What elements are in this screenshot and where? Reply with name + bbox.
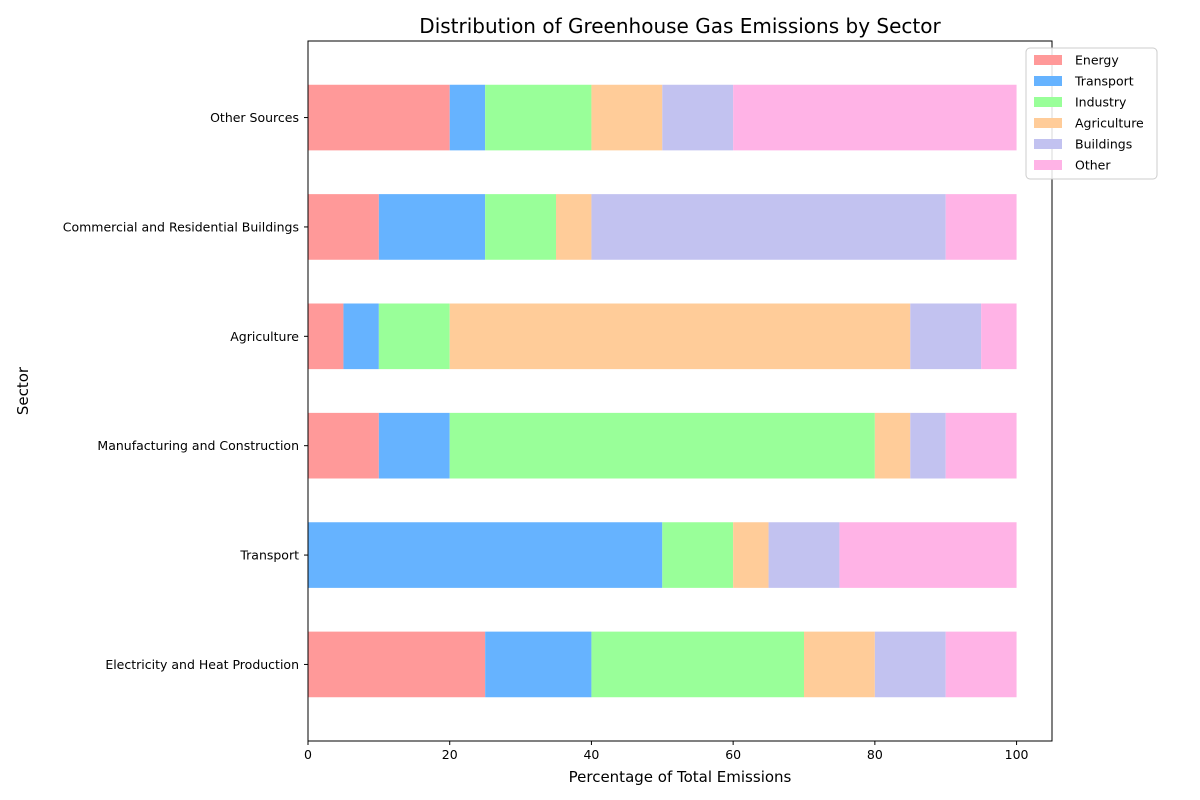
bar-transport-industry	[662, 522, 734, 588]
bar-commercial-and-residential-buildings-energy	[308, 194, 379, 260]
x-tick-label: 80	[867, 747, 883, 762]
bar-transport-other	[839, 522, 1017, 588]
x-tick-label: 40	[583, 747, 599, 762]
bar-electricity-and-heat-production-industry	[591, 631, 804, 698]
bar-manufacturing-and-construction-energy	[308, 412, 379, 479]
bar-commercial-and-residential-buildings-other	[945, 194, 1017, 260]
bar-electricity-and-heat-production-buildings	[874, 631, 946, 698]
bar-transport-transport	[308, 522, 663, 588]
bar-commercial-and-residential-buildings-industry	[485, 194, 556, 260]
y-tick-label: Commercial and Residential Buildings	[63, 219, 299, 234]
bar-agriculture-transport	[343, 303, 379, 370]
chart-title: Distribution of Greenhouse Gas Emissions…	[419, 14, 941, 38]
bar-manufacturing-and-construction-buildings	[910, 412, 946, 479]
bar-commercial-and-residential-buildings-agriculture	[556, 194, 592, 260]
legend-label-transport: Transport	[1074, 74, 1134, 89]
legend-swatch-buildings	[1034, 139, 1062, 149]
bar-manufacturing-and-construction-transport	[378, 412, 450, 479]
bar-manufacturing-and-construction-industry	[449, 412, 875, 479]
y-axis-label: Sector	[14, 366, 32, 415]
bar-electricity-and-heat-production-energy	[308, 631, 486, 698]
bar-other-sources-industry	[485, 84, 592, 151]
x-axis-ticks: 0 20 40 60 80 100	[304, 741, 1029, 762]
bar-electricity-and-heat-production-agriculture	[804, 631, 875, 698]
legend-swatch-transport	[1034, 76, 1062, 86]
legend-label-industry: Industry	[1075, 95, 1127, 110]
legend-label-other: Other	[1075, 158, 1111, 173]
x-tick-label: 0	[304, 747, 312, 762]
y-tick-label: Other Sources	[210, 110, 299, 125]
bar-manufacturing-and-construction-other	[945, 412, 1017, 479]
x-tick-label: 60	[725, 747, 741, 762]
x-tick-label: 100	[1005, 747, 1029, 762]
bar-other-sources-buildings	[662, 84, 734, 151]
bar-commercial-and-residential-buildings-buildings	[591, 194, 946, 260]
legend-label-energy: Energy	[1075, 53, 1119, 68]
bar-electricity-and-heat-production-other	[945, 631, 1017, 698]
bar-electricity-and-heat-production-transport	[485, 631, 592, 698]
bar-commercial-and-residential-buildings-transport	[378, 194, 486, 260]
bar-other-sources-agriculture	[591, 84, 663, 151]
legend-label-agriculture: Agriculture	[1075, 116, 1144, 131]
legend-items: Energy Transport Industry Agriculture Buildi…	[1034, 53, 1144, 173]
legend: Energy Transport Industry Agriculture Buildi…	[1025, 47, 1158, 180]
x-axis-label: Percentage of Total Emissions	[569, 768, 792, 786]
y-axis-ticks: Electricity and Heat Production Transport…	[63, 110, 308, 672]
bar-agriculture-energy	[308, 303, 344, 370]
bar-transport-buildings	[768, 522, 840, 588]
legend-swatch-industry	[1034, 97, 1062, 107]
bar-other-sources-transport	[449, 84, 486, 151]
y-tick-label: Manufacturing and Construction	[97, 438, 299, 453]
bar-agriculture-buildings	[910, 303, 982, 370]
legend-swatch-energy	[1034, 55, 1062, 65]
bar-agriculture-agriculture	[449, 303, 911, 370]
bar-agriculture-other	[981, 303, 1017, 370]
bar-agriculture-industry	[378, 303, 450, 370]
y-tick-label: Agriculture	[230, 329, 299, 344]
legend-swatch-other	[1034, 160, 1062, 170]
legend-swatch-agriculture	[1034, 118, 1062, 128]
bars-group	[308, 84, 1017, 698]
x-tick-label: 20	[442, 747, 458, 762]
y-tick-label: Transport	[239, 548, 299, 563]
bar-other-sources-energy	[308, 84, 450, 151]
legend-label-buildings: Buildings	[1075, 137, 1132, 152]
y-tick-label: Electricity and Heat Production	[105, 657, 299, 672]
plot-frame	[307, 40, 1053, 742]
bar-transport-agriculture	[733, 522, 769, 588]
bar-other-sources-other	[733, 84, 1017, 151]
bar-manufacturing-and-construction-agriculture	[874, 412, 911, 479]
